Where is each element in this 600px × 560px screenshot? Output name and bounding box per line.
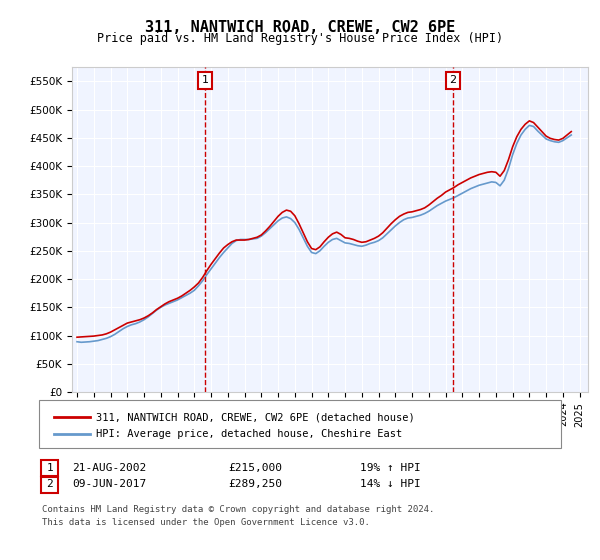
Text: 21-AUG-2002: 21-AUG-2002 <box>72 463 146 473</box>
Text: 1: 1 <box>202 75 209 85</box>
Text: 311, NANTWICH ROAD, CREWE, CW2 6PE (detached house): 311, NANTWICH ROAD, CREWE, CW2 6PE (deta… <box>96 412 415 422</box>
Text: Price paid vs. HM Land Registry's House Price Index (HPI): Price paid vs. HM Land Registry's House … <box>97 32 503 45</box>
Text: 19% ↑ HPI: 19% ↑ HPI <box>360 463 421 473</box>
Text: 311, NANTWICH ROAD, CREWE, CW2 6PE: 311, NANTWICH ROAD, CREWE, CW2 6PE <box>145 20 455 35</box>
Text: £215,000: £215,000 <box>228 463 282 473</box>
Text: This data is licensed under the Open Government Licence v3.0.: This data is licensed under the Open Gov… <box>42 518 370 527</box>
Text: 14% ↓ HPI: 14% ↓ HPI <box>360 479 421 489</box>
Text: 1: 1 <box>46 463 53 473</box>
Text: HPI: Average price, detached house, Cheshire East: HPI: Average price, detached house, Ches… <box>96 429 402 439</box>
Text: Contains HM Land Registry data © Crown copyright and database right 2024.: Contains HM Land Registry data © Crown c… <box>42 505 434 514</box>
Text: 2: 2 <box>46 479 53 489</box>
Text: 2: 2 <box>449 75 457 85</box>
Text: 09-JUN-2017: 09-JUN-2017 <box>72 479 146 489</box>
Text: £289,250: £289,250 <box>228 479 282 489</box>
